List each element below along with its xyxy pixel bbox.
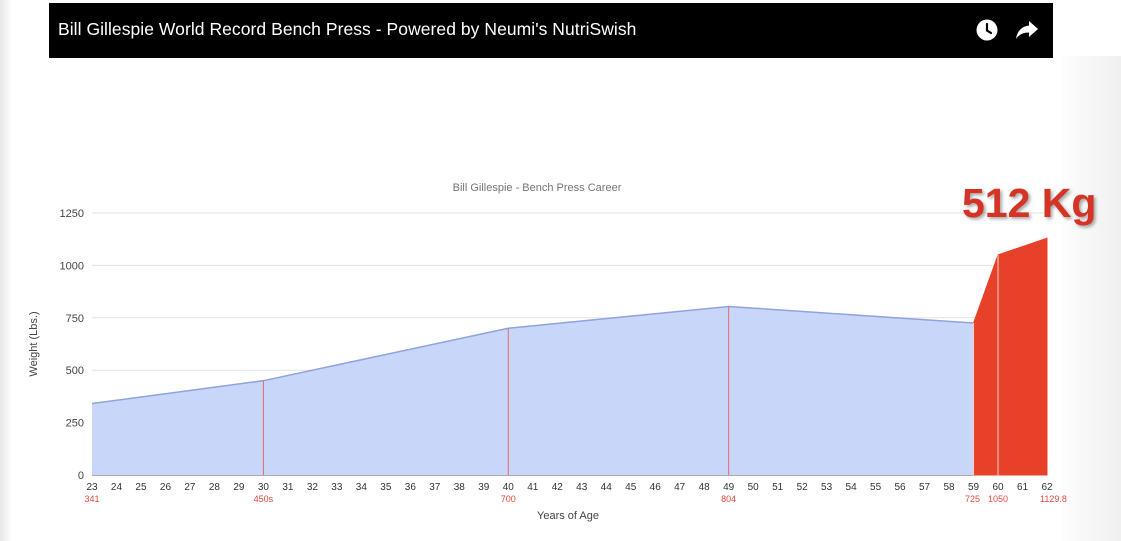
right-edge-shade: [1062, 56, 1121, 541]
x-axis-tick-labels: 23 24 25 26 27 28 29 30 31 32 33 34 35 36 37 38 39 40 41 42…: [86, 482, 1053, 493]
y-tick-label: 750: [66, 313, 84, 325]
x-tick-label: 37: [429, 482, 441, 493]
x-tick-label: 54: [846, 482, 858, 493]
x-tick-label: 35: [380, 482, 392, 493]
x-tick-label: 46: [650, 482, 662, 493]
x-tick-label: 26: [160, 482, 172, 493]
point-label-23: 341: [84, 494, 99, 504]
clock-icon[interactable]: [974, 17, 1000, 43]
y-tick-label: 500: [66, 365, 84, 377]
y-axis-tick-labels: 0 250 500 750 1000 1250: [60, 208, 84, 482]
y-axis-title: Weight (Lbs.): [28, 311, 40, 376]
point-label-62: 1129.8: [1040, 494, 1067, 504]
blue-area: [92, 306, 974, 475]
x-tick-label: 24: [111, 482, 123, 493]
x-tick-label: 58: [943, 482, 955, 493]
x-tick-label: 62: [1041, 482, 1053, 493]
point-label-60: 1050: [988, 494, 1008, 504]
x-tick-label: 38: [454, 482, 466, 493]
x-tick-label: 25: [135, 482, 147, 493]
x-tick-label: 31: [282, 482, 294, 493]
x-tick-label: 60: [992, 482, 1004, 493]
x-tick-label: 43: [576, 482, 588, 493]
x-tick-label: 40: [503, 482, 515, 493]
x-tick-label: 28: [209, 482, 221, 493]
x-tick-label: 44: [601, 482, 613, 493]
x-tick-label: 48: [699, 482, 711, 493]
x-axis-title: Years of Age: [537, 510, 599, 522]
y-tick-label: 250: [66, 418, 84, 430]
chart-series: [91, 237, 1048, 476]
kilogram-badge: 512 Kg: [962, 180, 1097, 226]
point-label-49: 804: [721, 494, 736, 504]
x-tick-label: 42: [552, 482, 564, 493]
x-tick-label: 45: [625, 482, 637, 493]
share-icon[interactable]: [1014, 17, 1040, 43]
x-tick-label: 61: [1017, 482, 1029, 493]
video-title[interactable]: Bill Gillespie World Record Bench Press …: [58, 19, 637, 39]
x-tick-label: 47: [674, 482, 686, 493]
y-tick-label: 1000: [60, 260, 84, 272]
video-title-bar: Bill Gillespie World Record Bench Press …: [49, 3, 1053, 58]
x-tick-label: 57: [919, 482, 931, 493]
point-label-59: 725: [965, 494, 980, 504]
x-tick-label: 56: [895, 482, 907, 493]
x-tick-label: 55: [870, 482, 882, 493]
x-tick-label: 34: [356, 482, 368, 493]
y-tick-label: 1250: [60, 208, 84, 220]
y-tick-label: 0: [78, 470, 84, 482]
x-tick-label: 49: [723, 482, 735, 493]
point-value-labels: 341 450s 700 804 725 1050 1129.8: [84, 494, 1066, 504]
record-area: [973, 237, 1048, 476]
x-tick-label: 33: [331, 482, 343, 493]
x-tick-label: 50: [748, 482, 760, 493]
x-tick-label: 52: [797, 482, 809, 493]
point-label-40: 700: [501, 494, 516, 504]
x-tick-label: 41: [527, 482, 539, 493]
x-tick-label: 59: [968, 482, 980, 493]
chart-title: Bill Gillespie - Bench Press Career: [453, 182, 622, 194]
x-tick-label: 53: [821, 482, 833, 493]
x-tick-label: 27: [184, 482, 196, 493]
x-tick-label: 23: [86, 482, 98, 493]
x-tick-label: 51: [772, 482, 784, 493]
x-tick-label: 36: [405, 482, 417, 493]
x-tick-label: 29: [233, 482, 245, 493]
x-tick-label: 30: [258, 482, 270, 493]
point-label-30: 450s: [254, 494, 274, 504]
x-tick-label: 32: [307, 482, 319, 493]
x-tick-label: 39: [478, 482, 490, 493]
left-edge-shade: [0, 0, 12, 541]
